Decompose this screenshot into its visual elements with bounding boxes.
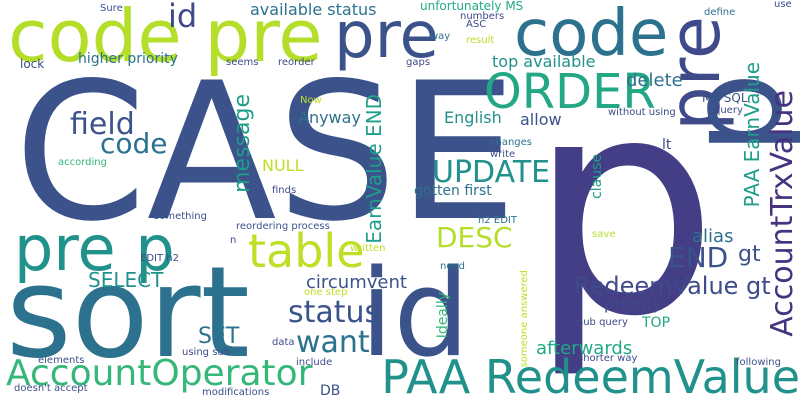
word-ideally: Ideally [435,292,451,339]
word-shorter-way: shorter way [578,353,638,364]
word-set: SET [198,324,240,349]
word-query: query [714,105,743,116]
word-numbers: numbers [460,11,505,22]
word-end-right: END [668,241,729,274]
word-sure: Sure [100,3,123,14]
word-accountoperator: AccountOperator [6,353,313,394]
word-want: want [296,325,370,360]
word-paa-earnvalue: PAA EarnValue [740,62,764,208]
word-without-using: without using [608,107,676,118]
word-message: message [230,94,255,193]
word-using-sub: using sub [182,347,231,358]
word-clause: clause [589,154,605,199]
word-sort: sort [6,239,250,386]
word-null: NULL [262,156,304,175]
word-pre-p: pre p [14,212,175,285]
word-code-pre-top: code pre [8,0,323,78]
word-someone-answered: someone answered [519,270,530,368]
word-write: write [490,149,516,160]
word-code-mid: code [100,127,168,160]
word-edit-h2: EDIT h2 [140,253,179,264]
word-unfortunately-ms: unfortunately MS [420,0,524,13]
word-available-status: available status [250,0,377,19]
word-redeemvalue-gt: RedeemValue gt [574,272,771,300]
word-lt: lt [662,137,672,153]
word-reordering-process: reordering process [236,221,330,232]
word-lock: lock [20,57,45,71]
word-ms-sql: MS SQL [702,91,748,105]
word-one-step: one step [304,287,348,298]
word-elements: elements [38,355,85,366]
word-allow: allow [520,110,562,129]
word-need: need [440,261,465,272]
word-h2-edit: h2 EDIT [478,215,517,226]
word-save: save [592,229,616,240]
word-afterwards: afterwards [536,338,633,359]
word-table: table [248,224,365,278]
word-now: Now [300,95,322,106]
word-accounttrxvalue: AccountTrxValue [765,90,800,337]
word-delete: delete [626,70,683,91]
word-code-top-right: code [514,0,669,71]
word-field: field [70,107,135,142]
word-following: following [736,357,781,368]
word-higher-priority: higher priority [78,51,178,67]
word-anyway: Anyway [298,108,361,127]
word-include: include [296,357,333,368]
word-asc: ASC [466,19,487,30]
word-id-small: id [168,0,198,35]
word-doesnt-accept: doesn't accept [14,383,88,394]
word-desc: DESC [436,221,513,254]
word-use: use [774,0,792,10]
word-status: status [288,295,381,330]
word-gaps: gaps [406,57,431,68]
word-top-available: top available [492,52,596,71]
word-earnvalue-end: EarnValue END [362,94,386,244]
word-gotten-first: gotten first [414,183,492,199]
word-id-large: id [360,245,470,384]
word-way: way [430,31,451,42]
word-paa-redeemvalue: PAA RedeemValue [381,350,800,400]
word-according: according [58,157,107,168]
word-sub-query: sub query [578,317,628,328]
word-changes: changes [490,137,533,148]
word-reorder: reorder [278,57,315,68]
word-case: CASE [14,42,518,263]
word-n: n [230,235,237,246]
word-modifications: modifications [202,387,270,398]
word-finds: finds [272,185,297,196]
word-top: TOP [642,315,671,331]
word-english: English [444,108,502,127]
word-gt-right: gt [738,242,761,267]
word-select: SELECT [88,268,164,292]
word-order: ORDER [484,64,656,120]
word-alias: alias [692,226,734,247]
word-circumvent: circumvent [306,272,407,293]
word-priority: priority [604,294,662,313]
word-db: DB [320,383,341,399]
word-data: data [272,337,295,348]
word-p-large: p [528,33,719,382]
word-seems: seems [226,57,259,68]
word-something: something [154,211,207,222]
word-update: UPDATE [432,155,551,190]
word-pre-top: pre [334,0,439,73]
word-written: written [350,243,386,254]
word-define: define [704,7,736,18]
word-result: result [466,35,495,46]
